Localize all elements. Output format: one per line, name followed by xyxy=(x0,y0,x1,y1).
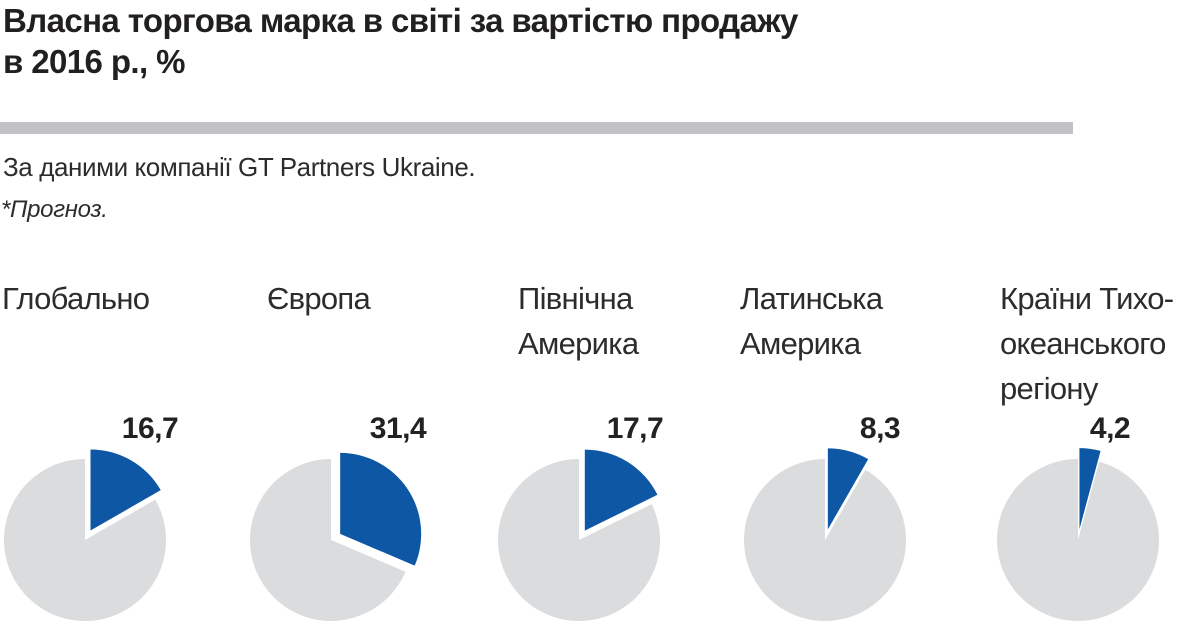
region-label-europe: Європа xyxy=(267,276,371,321)
value-label-pacific: 4,2 xyxy=(1089,412,1131,445)
pie-chart-pacific xyxy=(997,448,1160,621)
forecast-footnote: *Прогноз. xyxy=(1,196,108,223)
pie-chart-global xyxy=(3,449,166,621)
pie-chart-europe xyxy=(250,452,422,621)
region-label-line: Америка xyxy=(518,326,639,361)
region-label-line: Північна xyxy=(518,281,633,316)
value-label-latin-america: 8,3 xyxy=(859,412,901,445)
region-label-line: Глобально xyxy=(2,281,150,316)
region-label-line: регіону xyxy=(1000,371,1098,406)
data-source-note: За даними компанії GT Partners Ukraine. xyxy=(3,152,476,182)
region-label-latin-america: Латинська Америка xyxy=(740,276,883,366)
region-label-line: океанського xyxy=(1000,326,1166,361)
value-label-global: 16,7 xyxy=(121,412,179,445)
pie-chart-latin-america xyxy=(743,448,906,621)
region-label-line: Америка xyxy=(740,326,861,361)
region-label-line: Європа xyxy=(267,281,371,316)
pie-chart-north-america xyxy=(498,449,661,621)
divider-bar xyxy=(0,122,1073,134)
region-label-north-america: Північна Америка xyxy=(518,276,639,366)
region-label-line: Латинська xyxy=(740,281,883,316)
page-title-line2: в 2016 р., % xyxy=(3,43,185,80)
region-label-global: Глобально xyxy=(2,276,150,321)
region-label-line: Країни Тихо- xyxy=(1000,281,1174,316)
page-title: Власна торгова марка в світі за вартістю… xyxy=(3,0,1123,82)
value-label-north-america: 17,7 xyxy=(606,412,664,445)
region-label-pacific: Країни Тихо- океанського регіону xyxy=(1000,276,1174,411)
value-label-europe: 31,4 xyxy=(369,412,427,445)
page-title-line1: Власна торгова марка в світі за вартістю… xyxy=(3,2,798,39)
